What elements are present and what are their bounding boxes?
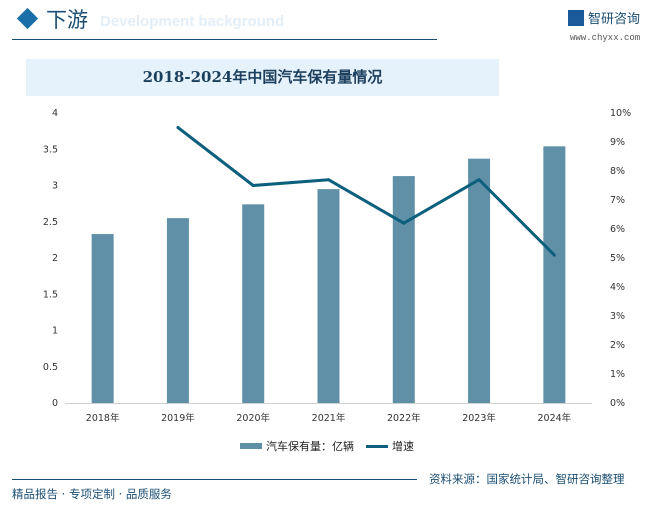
right-tick-label: 0% [610, 398, 625, 409]
source-note: 资料来源：国家统计局、智研咨询整理 [429, 472, 625, 486]
legend-line-label: 增速 [392, 440, 414, 453]
bar [468, 158, 491, 403]
growth-point [402, 221, 406, 225]
logo: 智研咨询 [568, 8, 640, 27]
section-subtitle: Development background [100, 13, 285, 30]
right-tick-label: 5% [610, 253, 625, 264]
left-tick-label: 2.5 [43, 217, 58, 228]
left-tick-label: 4 [52, 108, 58, 119]
right-tick-label: 6% [610, 224, 625, 235]
section-title: 下游 [46, 8, 88, 32]
logo-text: 智研咨询 [588, 12, 641, 27]
legend-line-swatch [366, 444, 388, 448]
slogan: 精品报告 · 专项定制 · 品质服务 [12, 487, 172, 501]
legend-bar-label: 汽车保有量：亿辆 [266, 440, 354, 453]
logo-icon [568, 9, 584, 26]
x-tick-label: 2024年 [538, 412, 572, 424]
growth-point [176, 126, 180, 129]
x-tick-label: 2019年 [161, 412, 195, 424]
title-band [26, 59, 499, 96]
left-tick-label: 0 [52, 398, 58, 409]
growth-point [477, 178, 481, 182]
right-tick-label: 1% [610, 369, 625, 380]
right-tick-label: 3% [610, 311, 625, 322]
x-tick-label: 2018年 [86, 412, 120, 424]
growth-line [177, 126, 556, 257]
left-tick-label: 2 [52, 253, 58, 264]
bar [166, 218, 189, 403]
left-tick-label: 3.5 [43, 144, 58, 155]
chart-title: 2018-2024年中国汽车保有量情况 [142, 68, 383, 86]
x-tick-label: 2020年 [236, 412, 270, 424]
bar [392, 176, 415, 403]
left-tick-label: 0.5 [43, 362, 58, 373]
right-tick-label: 7% [610, 195, 625, 206]
header-divider [12, 39, 437, 40]
growth-point [552, 253, 556, 257]
growth-point [251, 184, 255, 187]
right-tick-label: 8% [610, 166, 625, 177]
bar [543, 146, 566, 403]
legend: 汽车保有量：亿辆 增速 [240, 438, 414, 454]
bar [317, 189, 340, 403]
right-tick-label: 4% [610, 282, 625, 293]
left-tick-label: 1 [52, 326, 58, 337]
left-tick-label: 3 [52, 181, 58, 192]
footer-divider [12, 479, 417, 480]
bar [242, 204, 265, 403]
x-tick-label: 2022年 [387, 412, 421, 424]
site-url: www.chyxx.com [570, 33, 641, 43]
right-tick-label: 9% [610, 137, 625, 148]
bar [91, 234, 114, 403]
x-tick-label: 2023年 [462, 412, 496, 424]
right-tick-label: 2% [610, 340, 625, 351]
x-tick-label: 2021年 [312, 412, 346, 424]
right-tick-label: 10% [610, 108, 631, 119]
growth-point [327, 178, 330, 182]
left-tick-label: 1.5 [43, 289, 58, 300]
legend-bar-swatch [240, 443, 262, 449]
